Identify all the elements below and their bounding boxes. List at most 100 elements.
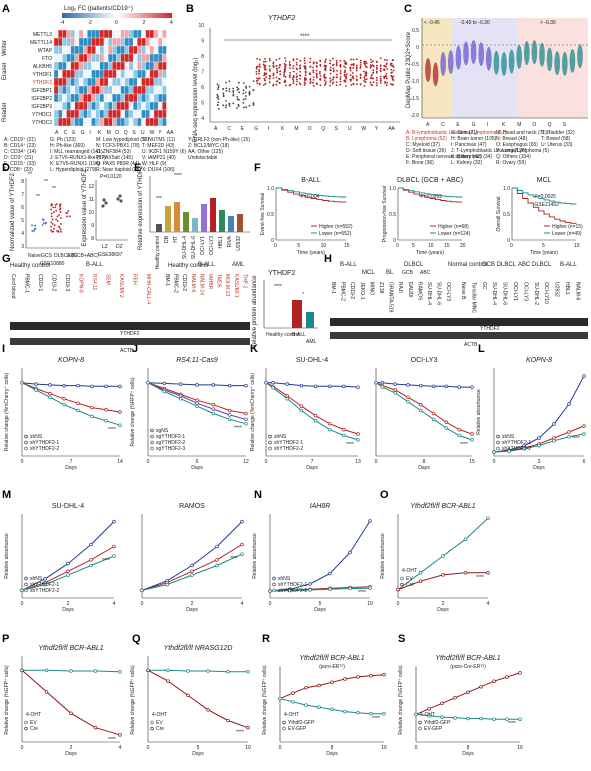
- b-point: [216, 83, 219, 86]
- a-heatmap-cell: [132, 85, 138, 95]
- d-point: [60, 217, 62, 219]
- a-heatmap-cell: [157, 117, 163, 127]
- b-point: [258, 63, 261, 66]
- a-heatmap-cell: [132, 117, 138, 127]
- L-legend-item: shYTHDF2-2: [502, 446, 531, 452]
- a-heatmap-cell: [103, 101, 109, 111]
- J-point: [162, 389, 167, 394]
- h-lane-label: GRANTA-519: [388, 282, 394, 313]
- J-point: [244, 417, 248, 422]
- g-lane-label: TMD5: [216, 274, 222, 288]
- b-point: [343, 60, 346, 62]
- a-heatmap-cell: [103, 53, 109, 63]
- b-point: [349, 69, 352, 72]
- b-point: [278, 66, 281, 69]
- a-legend-item: Q: PAX5 P80R (44): [96, 161, 140, 167]
- b-point: [384, 82, 386, 84]
- a-legend-item: U: IKZF1 N159Y (6): [142, 149, 186, 155]
- M-xtick: 0: [141, 601, 144, 607]
- a-col-label: I: [89, 130, 90, 136]
- K-series-line: [375, 382, 473, 441]
- a-heatmap-cell: [116, 61, 121, 71]
- K-point: [444, 384, 449, 389]
- J-legend-marker: [150, 428, 154, 433]
- L-point: [492, 450, 496, 454]
- J-point: [178, 382, 183, 386]
- f-xtick: 15: [444, 243, 450, 249]
- e-bars: [156, 198, 243, 232]
- I-point: [104, 384, 108, 389]
- R-treat: 4-OHT: [284, 712, 299, 718]
- a-heatmap-cell: [137, 61, 142, 71]
- d-point: [51, 218, 54, 221]
- a-heatmap-cell: [53, 29, 59, 39]
- a-heatmap-cell: [145, 37, 150, 47]
- a-heatmap-cell: [58, 109, 63, 119]
- a-heatmap-cell: [157, 29, 163, 39]
- b-point: [372, 81, 375, 84]
- a-heatmap-cell: [83, 53, 88, 63]
- e-bar: [201, 204, 207, 232]
- d2-x-dz: DZ: [116, 244, 123, 250]
- b-point: [352, 58, 355, 61]
- a-heatmap-cell: [95, 61, 100, 71]
- a-heatmap-cell: [58, 77, 63, 87]
- h-lane-label: Tonsillar MNC: [470, 282, 476, 314]
- a-col-label: C: [64, 130, 68, 136]
- a-heatmap-cell: [83, 37, 88, 47]
- M-point: [240, 552, 244, 556]
- b-point: [386, 59, 388, 62]
- a-heatmap-cell: [74, 93, 80, 103]
- M-legend-marker: [24, 576, 28, 581]
- I-point: [104, 419, 108, 423]
- Q-series-line: [147, 669, 249, 729]
- b-point: [216, 96, 219, 99]
- M-xtick: 4: [241, 601, 244, 607]
- a-heatmap-cell: [116, 53, 121, 63]
- b-point: [292, 67, 295, 70]
- K-point: [356, 438, 360, 442]
- a-heatmap-cell: [66, 77, 71, 87]
- S-point: [479, 716, 483, 721]
- b-point: [255, 66, 258, 69]
- K-legend-marker: [268, 434, 272, 439]
- b-point: [391, 59, 394, 62]
- R-xlabel: Days: [326, 751, 338, 757]
- a-heatmap-cell: [99, 53, 105, 63]
- K-point: [299, 408, 304, 413]
- K-title-1: SU-DHL-4: [296, 357, 328, 364]
- J-point: [146, 380, 150, 385]
- b-point: [350, 63, 353, 66]
- a-heatmap-cell: [120, 93, 125, 103]
- L-ylabel: Relative absorbance: [476, 389, 482, 435]
- d-point: [50, 229, 52, 232]
- b-sig: ****: [300, 34, 310, 40]
- a-heatmap-cell: [153, 69, 159, 79]
- a-heatmap-cell: [124, 101, 130, 111]
- a-legend-item: E: CD15⁺ (33): [4, 161, 36, 167]
- a-row-labels: METTL3 METTL14 WTAP FTO ALKBH5 YTHDF1 YTHDF2 IG…: [30, 32, 53, 126]
- a-heatmap-cell: [149, 61, 155, 71]
- a-heatmap-cell: [145, 69, 150, 79]
- M-point: [240, 519, 244, 524]
- S-point: [518, 671, 522, 675]
- a-heatmap-cell: [66, 37, 71, 47]
- a-heatmap-cell: [132, 77, 138, 87]
- b-point: [319, 78, 322, 81]
- b-point: [284, 63, 287, 66]
- b-point: [345, 73, 348, 76]
- a-legend-item: D: CD3⁺ (31): [4, 155, 34, 161]
- K-legend-marker: [268, 440, 272, 445]
- g-band-actb: [10, 338, 250, 345]
- b-xtick: A: [214, 126, 218, 132]
- Q-point: [186, 693, 190, 698]
- a-heatmap-cell: [99, 117, 105, 127]
- svg-text:C: C: [404, 3, 412, 15]
- d-point: [58, 214, 60, 216]
- a-heatmap-cell: [78, 37, 84, 47]
- a-heatmap-cell: [153, 101, 159, 111]
- Q-point: [166, 679, 170, 683]
- O-legend-marker: [400, 582, 404, 587]
- b-ytick: 7: [201, 70, 204, 76]
- b-point: [335, 61, 338, 64]
